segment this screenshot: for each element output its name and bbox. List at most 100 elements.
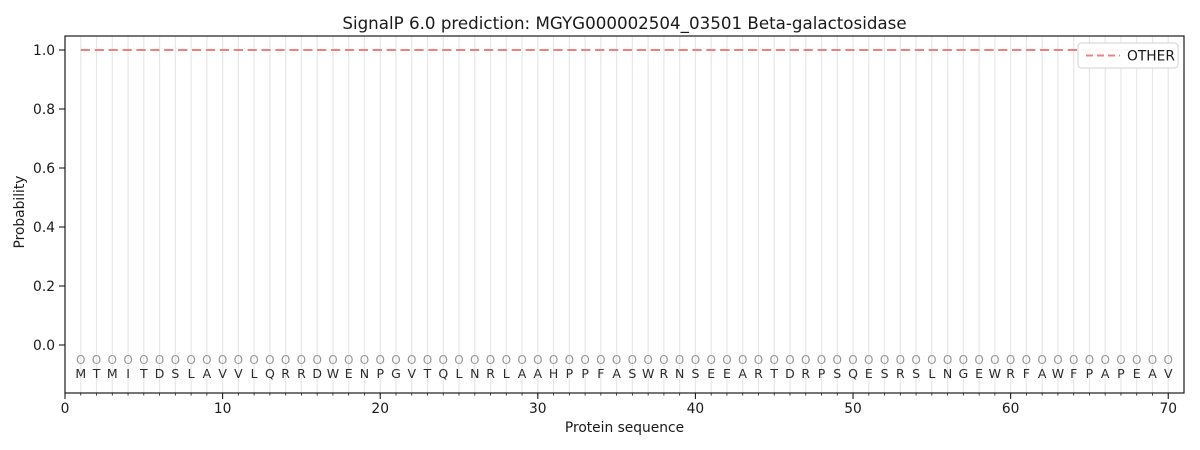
residue-letter: N [943,366,952,381]
residue-letter: S [171,366,179,381]
pred-label-O: O [218,353,227,367]
pred-label-O: O [643,353,652,367]
pred-label-O: O [297,353,306,367]
residue-letter: T [769,366,778,381]
residue-letter: R [1006,366,1015,381]
pred-label-O: O [533,353,542,367]
residue-letter: S [833,366,841,381]
residue-letter: D [785,366,795,381]
pred-label-O: O [1069,353,1078,367]
residue-letter: E [1133,366,1141,381]
residue-letter: E [865,366,873,381]
x-tick-label: 40 [687,401,705,417]
y-axis-label: Probability [12,175,28,249]
residue-letter: V [1164,366,1173,381]
residue-letter: A [1148,366,1157,381]
pred-label-O: O [722,353,731,367]
residue-letter: N [675,366,684,381]
pred-label-O: O [375,353,384,367]
pred-label-O: O [596,353,605,367]
pred-label-O: O [1006,353,1015,367]
pred-label-O: O [1148,353,1157,367]
residue-letter: P [818,366,826,381]
residue-letter: F [1023,366,1030,381]
pred-label-O: O [470,353,479,367]
pred-label-O: O [502,353,511,367]
pred-label-O: O [1085,353,1094,367]
residue-letter: R [297,366,306,381]
pred-label-O: O [959,353,968,367]
axes-frame [64,35,1185,394]
pred-label-O: O [864,353,873,367]
residue-letter: W [327,366,339,381]
pred-label-O: O [738,353,747,367]
y-tick-label: 0.4 [33,220,55,236]
y-tick-label: 0.8 [33,102,55,118]
residue-letter: T [92,366,101,381]
pred-label-O: O [202,353,211,367]
pred-label-O: O [92,353,101,367]
pred-label-O: O [1022,353,1031,367]
pred-label-O: O [171,353,180,367]
pred-label-O: O [612,353,621,367]
residue-letter: S [628,366,636,381]
pred-label-O: O [1132,353,1141,367]
pred-label-O: O [249,353,258,367]
pred-label-O: O [1053,353,1062,367]
residue-letter: A [518,366,527,381]
residue-letter: R [486,366,495,381]
pred-label-O: O [706,353,715,367]
pred-label-O: O [659,353,668,367]
pred-label-O: O [911,353,920,367]
residue-letter: Q [438,366,448,381]
pred-label-O: O [328,353,337,367]
residue-letter: F [1070,366,1077,381]
chart-title: SignalP 6.0 prediction: MGYG000002504_03… [342,13,907,33]
pred-label-O: O [833,353,842,367]
pred-label-O: O [801,353,810,367]
residue-letter: D [155,366,165,381]
residue-letter: D [312,366,322,381]
pred-label-O: O [486,353,495,367]
x-tick-label: 70 [1159,401,1177,417]
residue-letter: P [1117,366,1125,381]
residue-letter: P [581,366,589,381]
residue-letter: N [470,366,479,381]
residue-letter: L [456,366,463,381]
x-axis-label: Protein sequence [564,420,685,436]
residue-letter: L [928,366,935,381]
pred-label-O: O [896,353,905,367]
y-tick-label: 0.6 [33,161,55,177]
pred-label-O: O [360,353,369,367]
residue-letter: E [345,366,353,381]
pred-label-O: O [155,353,164,367]
residue-letter: P [376,366,384,381]
residue-letter: W [642,366,654,381]
pred-label-O: O [691,353,700,367]
pred-label-O: O [1037,353,1046,367]
pred-label-O: O [281,353,290,367]
pred-label-O: O [785,353,794,367]
residue-letter: R [281,366,290,381]
residue-letter: A [203,366,212,381]
pred-label-O: O [423,353,432,367]
legend-label: OTHER [1127,49,1175,65]
pred-label-O: O [974,353,983,367]
residue-letter: L [188,366,195,381]
pred-label-O: O [848,353,857,367]
residue-letter: N [360,366,369,381]
residue-letter: R [896,366,905,381]
pred-label-O: O [817,353,826,367]
y-tick-label: 1.0 [33,43,55,59]
residue-letter: R [754,366,763,381]
y-tick-label: 0.0 [33,338,55,354]
residue-letter: R [801,366,810,381]
legend-box [1077,42,1179,69]
pred-label-O: O [439,353,448,367]
pred-label-O: O [754,353,763,367]
residue-letter: A [534,366,543,381]
residue-letter: W [989,366,1001,381]
pred-label-O: O [549,353,558,367]
residue-letter: V [234,366,243,381]
